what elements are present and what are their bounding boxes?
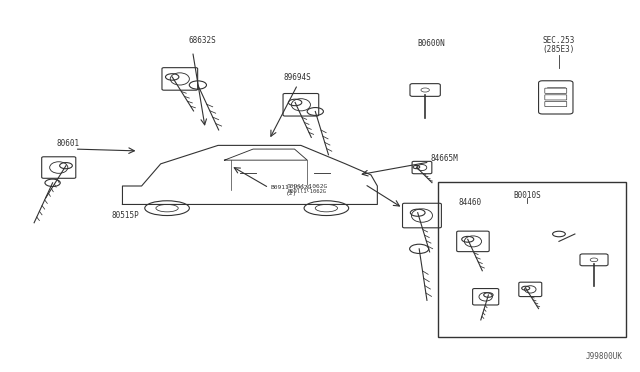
Text: J99800UK: J99800UK xyxy=(586,352,623,361)
Text: 80515P: 80515P xyxy=(112,211,140,220)
Text: (2): (2) xyxy=(285,191,297,196)
Text: 84460: 84460 xyxy=(458,198,481,207)
Text: (285E3): (285E3) xyxy=(543,45,575,54)
Text: B0010S: B0010S xyxy=(513,191,541,200)
Text: B09ιι1-1062G: B09ιι1-1062G xyxy=(288,189,327,194)
Text: 68632S: 68632S xyxy=(188,36,216,45)
Text: SEC.253: SEC.253 xyxy=(543,36,575,45)
Text: ß09ι11-1062G: ß09ι11-1062G xyxy=(269,185,314,190)
Text: ß09ιι-1062G: ß09ιι-1062G xyxy=(287,183,328,189)
Text: B0600N: B0600N xyxy=(418,39,445,48)
Text: 84665M: 84665M xyxy=(430,154,458,163)
Text: 80601: 80601 xyxy=(57,139,80,148)
Text: B0911-1062G: B0911-1062G xyxy=(271,185,312,190)
Text: 89694S: 89694S xyxy=(284,73,312,81)
